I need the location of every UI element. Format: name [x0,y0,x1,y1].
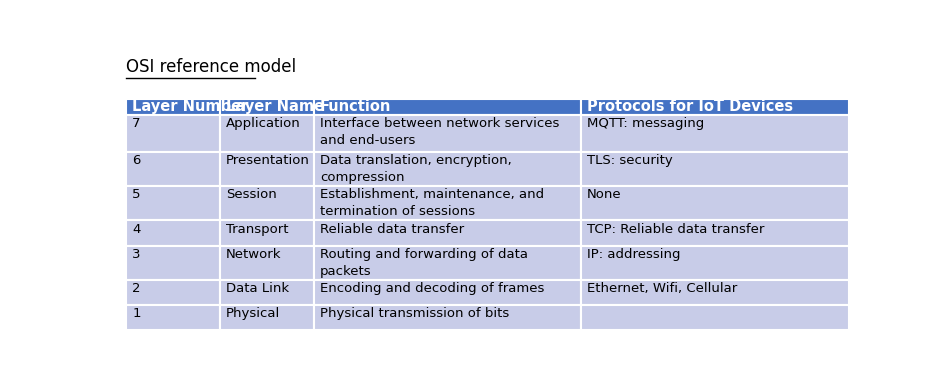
FancyBboxPatch shape [220,280,314,305]
Text: Physical: Physical [226,307,281,320]
FancyBboxPatch shape [581,152,848,186]
Text: 2: 2 [132,282,141,295]
FancyBboxPatch shape [581,220,848,246]
FancyBboxPatch shape [314,99,581,115]
FancyBboxPatch shape [581,115,848,152]
FancyBboxPatch shape [126,152,220,186]
FancyBboxPatch shape [126,220,220,246]
Text: Data translation, encryption,
compression: Data translation, encryption, compressio… [320,154,512,184]
Text: Establishment, maintenance, and
termination of sessions: Establishment, maintenance, and terminat… [320,189,544,218]
FancyBboxPatch shape [581,246,848,280]
FancyBboxPatch shape [126,99,220,115]
FancyBboxPatch shape [314,186,581,220]
FancyBboxPatch shape [220,99,314,115]
Text: TLS: security: TLS: security [587,154,673,167]
Text: Presentation: Presentation [226,154,310,167]
Text: Physical transmission of bits: Physical transmission of bits [320,307,509,320]
FancyBboxPatch shape [314,152,581,186]
Text: None: None [587,189,622,202]
Text: 3: 3 [132,248,141,261]
FancyBboxPatch shape [581,305,848,330]
Text: 4: 4 [132,223,141,235]
Text: Application: Application [226,117,301,130]
FancyBboxPatch shape [314,305,581,330]
FancyBboxPatch shape [314,246,581,280]
Text: Network: Network [226,248,281,261]
FancyBboxPatch shape [220,152,314,186]
FancyBboxPatch shape [126,305,220,330]
FancyBboxPatch shape [220,115,314,152]
FancyBboxPatch shape [314,115,581,152]
Text: Data Link: Data Link [226,282,289,295]
FancyBboxPatch shape [314,280,581,305]
Text: Layer Number: Layer Number [132,99,248,114]
FancyBboxPatch shape [581,99,848,115]
Text: Routing and forwarding of data
packets: Routing and forwarding of data packets [320,248,528,278]
Text: Transport: Transport [226,223,288,235]
FancyBboxPatch shape [220,220,314,246]
FancyBboxPatch shape [126,115,220,152]
FancyBboxPatch shape [220,246,314,280]
Text: MQTT: messaging: MQTT: messaging [587,117,705,130]
Text: Interface between network services
and end-users: Interface between network services and e… [320,117,559,147]
FancyBboxPatch shape [126,186,220,220]
Text: 7: 7 [132,117,141,130]
Text: IP: addressing: IP: addressing [587,248,681,261]
Text: Session: Session [226,189,277,202]
Text: Protocols for IoT Devices: Protocols for IoT Devices [587,99,793,114]
Text: Function: Function [320,99,391,114]
Text: Ethernet, Wifi, Cellular: Ethernet, Wifi, Cellular [587,282,737,295]
FancyBboxPatch shape [220,305,314,330]
Text: TCP: Reliable data transfer: TCP: Reliable data transfer [587,223,765,235]
FancyBboxPatch shape [126,280,220,305]
FancyBboxPatch shape [581,186,848,220]
FancyBboxPatch shape [126,246,220,280]
Text: OSI reference model: OSI reference model [126,58,297,76]
Text: 5: 5 [132,189,141,202]
FancyBboxPatch shape [220,186,314,220]
Text: 6: 6 [132,154,141,167]
FancyBboxPatch shape [581,280,848,305]
Text: Encoding and decoding of frames: Encoding and decoding of frames [320,282,544,295]
Text: Reliable data transfer: Reliable data transfer [320,223,464,235]
FancyBboxPatch shape [314,220,581,246]
Text: 1: 1 [132,307,141,320]
Text: Layer Name: Layer Name [226,99,324,114]
